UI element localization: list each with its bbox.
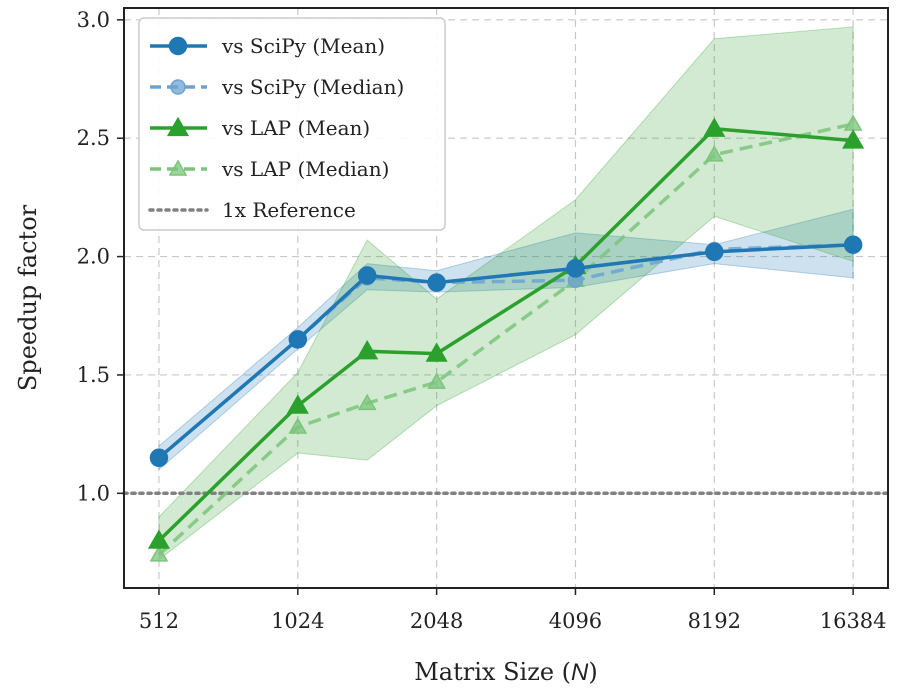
data-point-0-2 xyxy=(357,266,377,285)
legend-swatch-marker xyxy=(168,36,188,56)
data-point-2-5 xyxy=(703,117,726,137)
y-tick-label: 3.0 xyxy=(77,8,110,32)
legend-swatch-marker xyxy=(170,79,186,95)
y-tick-label: 2.0 xyxy=(77,245,110,269)
y-axis: 1.0 1.5 2.0 2.5 3.0 xyxy=(77,8,124,505)
data-point-0-1 xyxy=(288,330,308,349)
legend-box xyxy=(138,17,446,231)
x-axis-label: Matrix Size (N) xyxy=(414,658,598,686)
data-point-0-5 xyxy=(705,242,724,262)
legend-label: vs LAP (Median) xyxy=(221,157,389,181)
confidence-band-2 xyxy=(158,26,854,561)
data-point-3-2 xyxy=(357,393,377,411)
data-point-0-3 xyxy=(427,273,446,292)
y-tick-label: 2.5 xyxy=(77,126,110,150)
x-axis-label-text: Matrix Size ( xyxy=(414,658,571,686)
data-point-2-6 xyxy=(842,129,865,149)
x-tick-label: 1024 xyxy=(271,609,324,633)
legend-swatch-marker xyxy=(166,116,190,137)
y-tick-label: 1.5 xyxy=(77,363,110,387)
y-axis-label: Speedup factor xyxy=(14,204,42,391)
x-tick-label: 8192 xyxy=(688,609,741,633)
data-point-2-2 xyxy=(356,339,379,360)
x-tick-label: 16384 xyxy=(820,609,887,633)
x-tick-label: 2048 xyxy=(410,609,463,633)
legend-label: 1x Reference xyxy=(222,198,356,222)
legend-label: vs LAP (Mean) xyxy=(221,116,370,140)
series-markers xyxy=(147,114,865,562)
data-point-3-1 xyxy=(288,417,308,434)
plot-frame xyxy=(123,7,889,589)
legend-swatch-marker xyxy=(168,159,188,176)
data-point-3-5 xyxy=(704,145,724,162)
x-tick-label: 4096 xyxy=(549,609,602,633)
y-tick-label: 1.0 xyxy=(77,481,110,505)
data-point-0-6 xyxy=(843,235,863,254)
x-axis-label-close: ) xyxy=(588,658,597,686)
data-point-3-3 xyxy=(427,372,446,389)
data-point-0-0 xyxy=(149,448,169,468)
x-axis: 512 1024 2048 4096 8192 16384 xyxy=(139,588,887,633)
data-point-2-1 xyxy=(286,394,309,414)
legend-label: vs SciPy (Mean) xyxy=(221,34,385,58)
x-axis-label-variable: N xyxy=(571,659,589,686)
data-point-0-4 xyxy=(566,259,585,278)
legend: vs SciPy (Mean) vs SciPy (Median) vs LAP (… xyxy=(138,17,446,231)
data-point-2-0 xyxy=(147,529,171,549)
legend-label: vs SciPy (Median) xyxy=(221,75,404,99)
data-point-2-3 xyxy=(425,342,448,362)
data-point-3-0 xyxy=(149,545,169,562)
x-tick-label: 512 xyxy=(139,609,179,633)
